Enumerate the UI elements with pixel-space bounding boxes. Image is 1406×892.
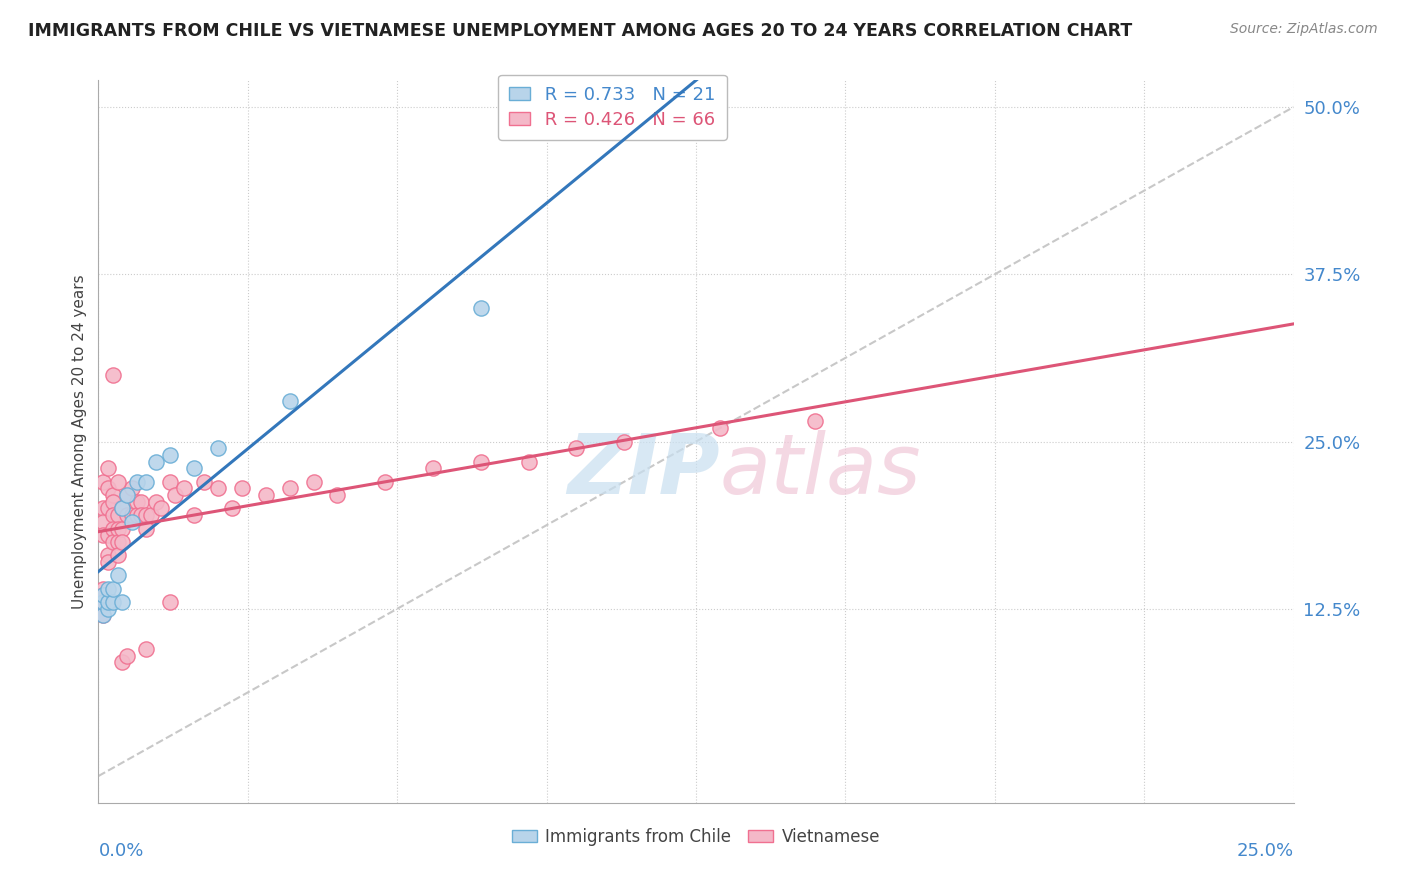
Point [115,648,138,663]
Point [101,582,124,596]
Point [97,482,120,496]
Point [115,488,138,502]
Point [107,475,129,489]
Point [135,475,157,489]
Point [207,442,229,455]
Point [107,508,129,523]
Point [374,475,396,489]
Point [111,501,134,516]
Point [91,595,114,609]
Point [183,461,205,475]
Point [111,501,134,516]
Point [470,301,492,315]
Point [207,482,229,496]
Point [101,494,124,508]
Point [422,461,444,475]
Point [97,582,120,596]
Point [125,494,148,508]
Point [107,521,129,535]
Point [97,501,120,516]
Text: IMMIGRANTS FROM CHILE VS VIETNAMESE UNEMPLOYMENT AMONG AGES 20 TO 24 YEARS CORRE: IMMIGRANTS FROM CHILE VS VIETNAMESE UNEM… [28,22,1132,40]
Point [173,482,195,496]
Point [101,595,124,609]
Point [125,508,148,523]
Point [254,488,277,502]
Point [111,655,134,669]
Point [107,535,129,549]
Point [111,535,134,549]
Point [91,582,114,596]
Text: Source: ZipAtlas.com: Source: ZipAtlas.com [1230,22,1378,37]
Point [135,642,157,657]
Point [91,475,114,489]
Point [91,608,114,623]
Point [221,501,243,516]
Point [159,595,181,609]
Point [145,455,167,469]
Text: ZIP: ZIP [567,430,720,511]
Point [101,488,124,502]
Point [91,528,114,542]
Point [709,421,731,435]
Point [149,501,172,516]
Point [101,368,124,382]
Point [517,455,540,469]
Y-axis label: Unemployment Among Ages 20 to 24 years: Unemployment Among Ages 20 to 24 years [72,274,87,609]
Point [107,548,129,563]
Point [91,595,114,609]
Point [97,548,120,563]
Point [97,602,120,616]
Point [125,475,148,489]
Point [804,414,827,429]
Point [135,508,157,523]
Point [115,508,138,523]
Point [183,508,205,523]
Point [121,482,143,496]
Point [163,488,186,502]
Point [91,589,114,603]
Point [326,488,349,502]
Point [145,494,167,508]
Point [101,508,124,523]
Point [91,515,114,529]
Point [193,475,215,489]
Point [278,394,301,409]
Legend: Immigrants from Chile, Vietnamese: Immigrants from Chile, Vietnamese [505,821,887,852]
Point [565,442,588,455]
Point [470,455,492,469]
Point [107,568,129,582]
Point [91,501,114,516]
Point [101,535,124,549]
Point [111,595,134,609]
Point [121,515,143,529]
Point [613,434,636,449]
Point [302,475,325,489]
Point [111,521,134,535]
Point [131,508,153,523]
Point [139,508,162,523]
Point [135,521,157,535]
Point [115,488,138,502]
Point [97,461,120,475]
Point [278,482,301,496]
Text: 0.0%: 0.0% [98,842,143,860]
Point [131,494,153,508]
Point [97,528,120,542]
Point [97,595,120,609]
Point [91,608,114,623]
Point [97,555,120,569]
Point [231,482,253,496]
Point [159,448,181,462]
Point [121,508,143,523]
Text: 25.0%: 25.0% [1236,842,1294,860]
Point [91,589,114,603]
Text: atlas: atlas [720,430,921,511]
Point [101,521,124,535]
Point [159,475,181,489]
